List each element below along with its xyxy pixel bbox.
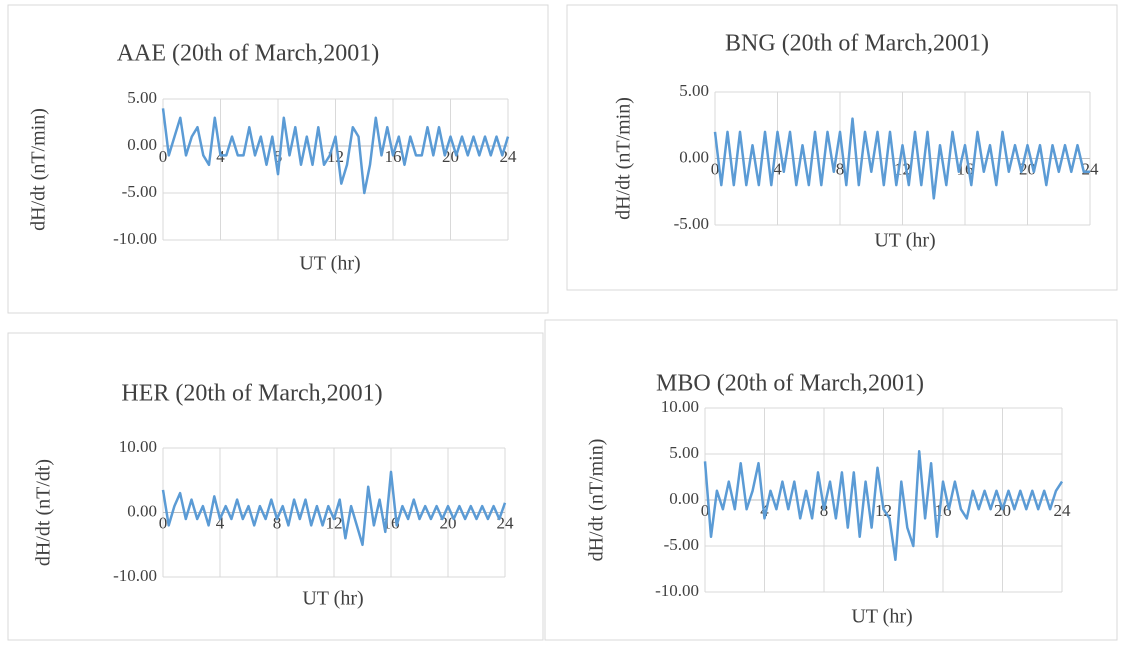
- data-line: [161, 470, 507, 547]
- x-axis-label: UT (hr): [299, 253, 360, 275]
- y-tick-label: 10.00: [119, 437, 157, 456]
- x-tick-label: 24: [1082, 159, 1100, 178]
- x-tick-label: 0: [701, 501, 710, 520]
- y-tick-label: 0.00: [679, 147, 709, 166]
- data-line: [713, 117, 1090, 200]
- y-axis-label: dH/dt (nT/min): [613, 97, 635, 220]
- x-tick-label: 0: [159, 147, 168, 166]
- chart-title: HER (20th of March,2001): [121, 381, 382, 407]
- y-axis-label: dH/dt (nT/dt): [33, 459, 55, 566]
- y-tick-label: 0.00: [127, 501, 157, 520]
- chart-frame: [7, 332, 544, 641]
- x-axis-label: UT (hr): [302, 588, 363, 610]
- chart-title: MBO (20th of March,2001): [656, 371, 924, 397]
- x-tick-label: 8: [273, 513, 282, 532]
- y-tick-label: -5.00: [674, 214, 709, 233]
- y-tick-label: 5.00: [669, 443, 699, 462]
- x-axis-label: UT (hr): [851, 606, 912, 628]
- x-axis-label: UT (hr): [874, 230, 935, 252]
- x-tick-label: 0: [159, 513, 168, 532]
- y-tick-label: 5.00: [679, 81, 709, 100]
- chart-title: BNG (20th of March,2001): [725, 31, 989, 57]
- x-tick-label: 12: [326, 513, 343, 532]
- x-tick-label: 24: [1054, 501, 1072, 520]
- y-tick-label: -5.00: [664, 535, 699, 554]
- x-tick-label: 4: [773, 159, 782, 178]
- y-tick-label: 10.00: [661, 397, 699, 416]
- y-tick-label: 5.00: [127, 88, 157, 107]
- y-tick-label: -10.00: [113, 229, 157, 248]
- chart-frame: [544, 319, 1118, 641]
- y-tick-label: -10.00: [655, 581, 699, 600]
- x-tick-label: 8: [274, 147, 283, 166]
- y-tick-label: -5.00: [122, 182, 157, 201]
- y-axis-label: dH/dt (nT/min): [28, 108, 50, 231]
- data-line: [161, 108, 510, 195]
- y-tick-label: -10.00: [113, 566, 157, 585]
- y-tick-label: 0.00: [669, 489, 699, 508]
- x-tick-label: 0: [711, 159, 720, 178]
- y-axis-label: dH/dt (nT/min): [586, 439, 608, 562]
- x-tick-label: 8: [836, 159, 845, 178]
- x-tick-label: 4: [216, 513, 225, 532]
- y-tick-label: 0.00: [127, 135, 157, 154]
- chart-title: AAE (20th of March,2001): [117, 41, 380, 67]
- data-line: [703, 449, 1064, 562]
